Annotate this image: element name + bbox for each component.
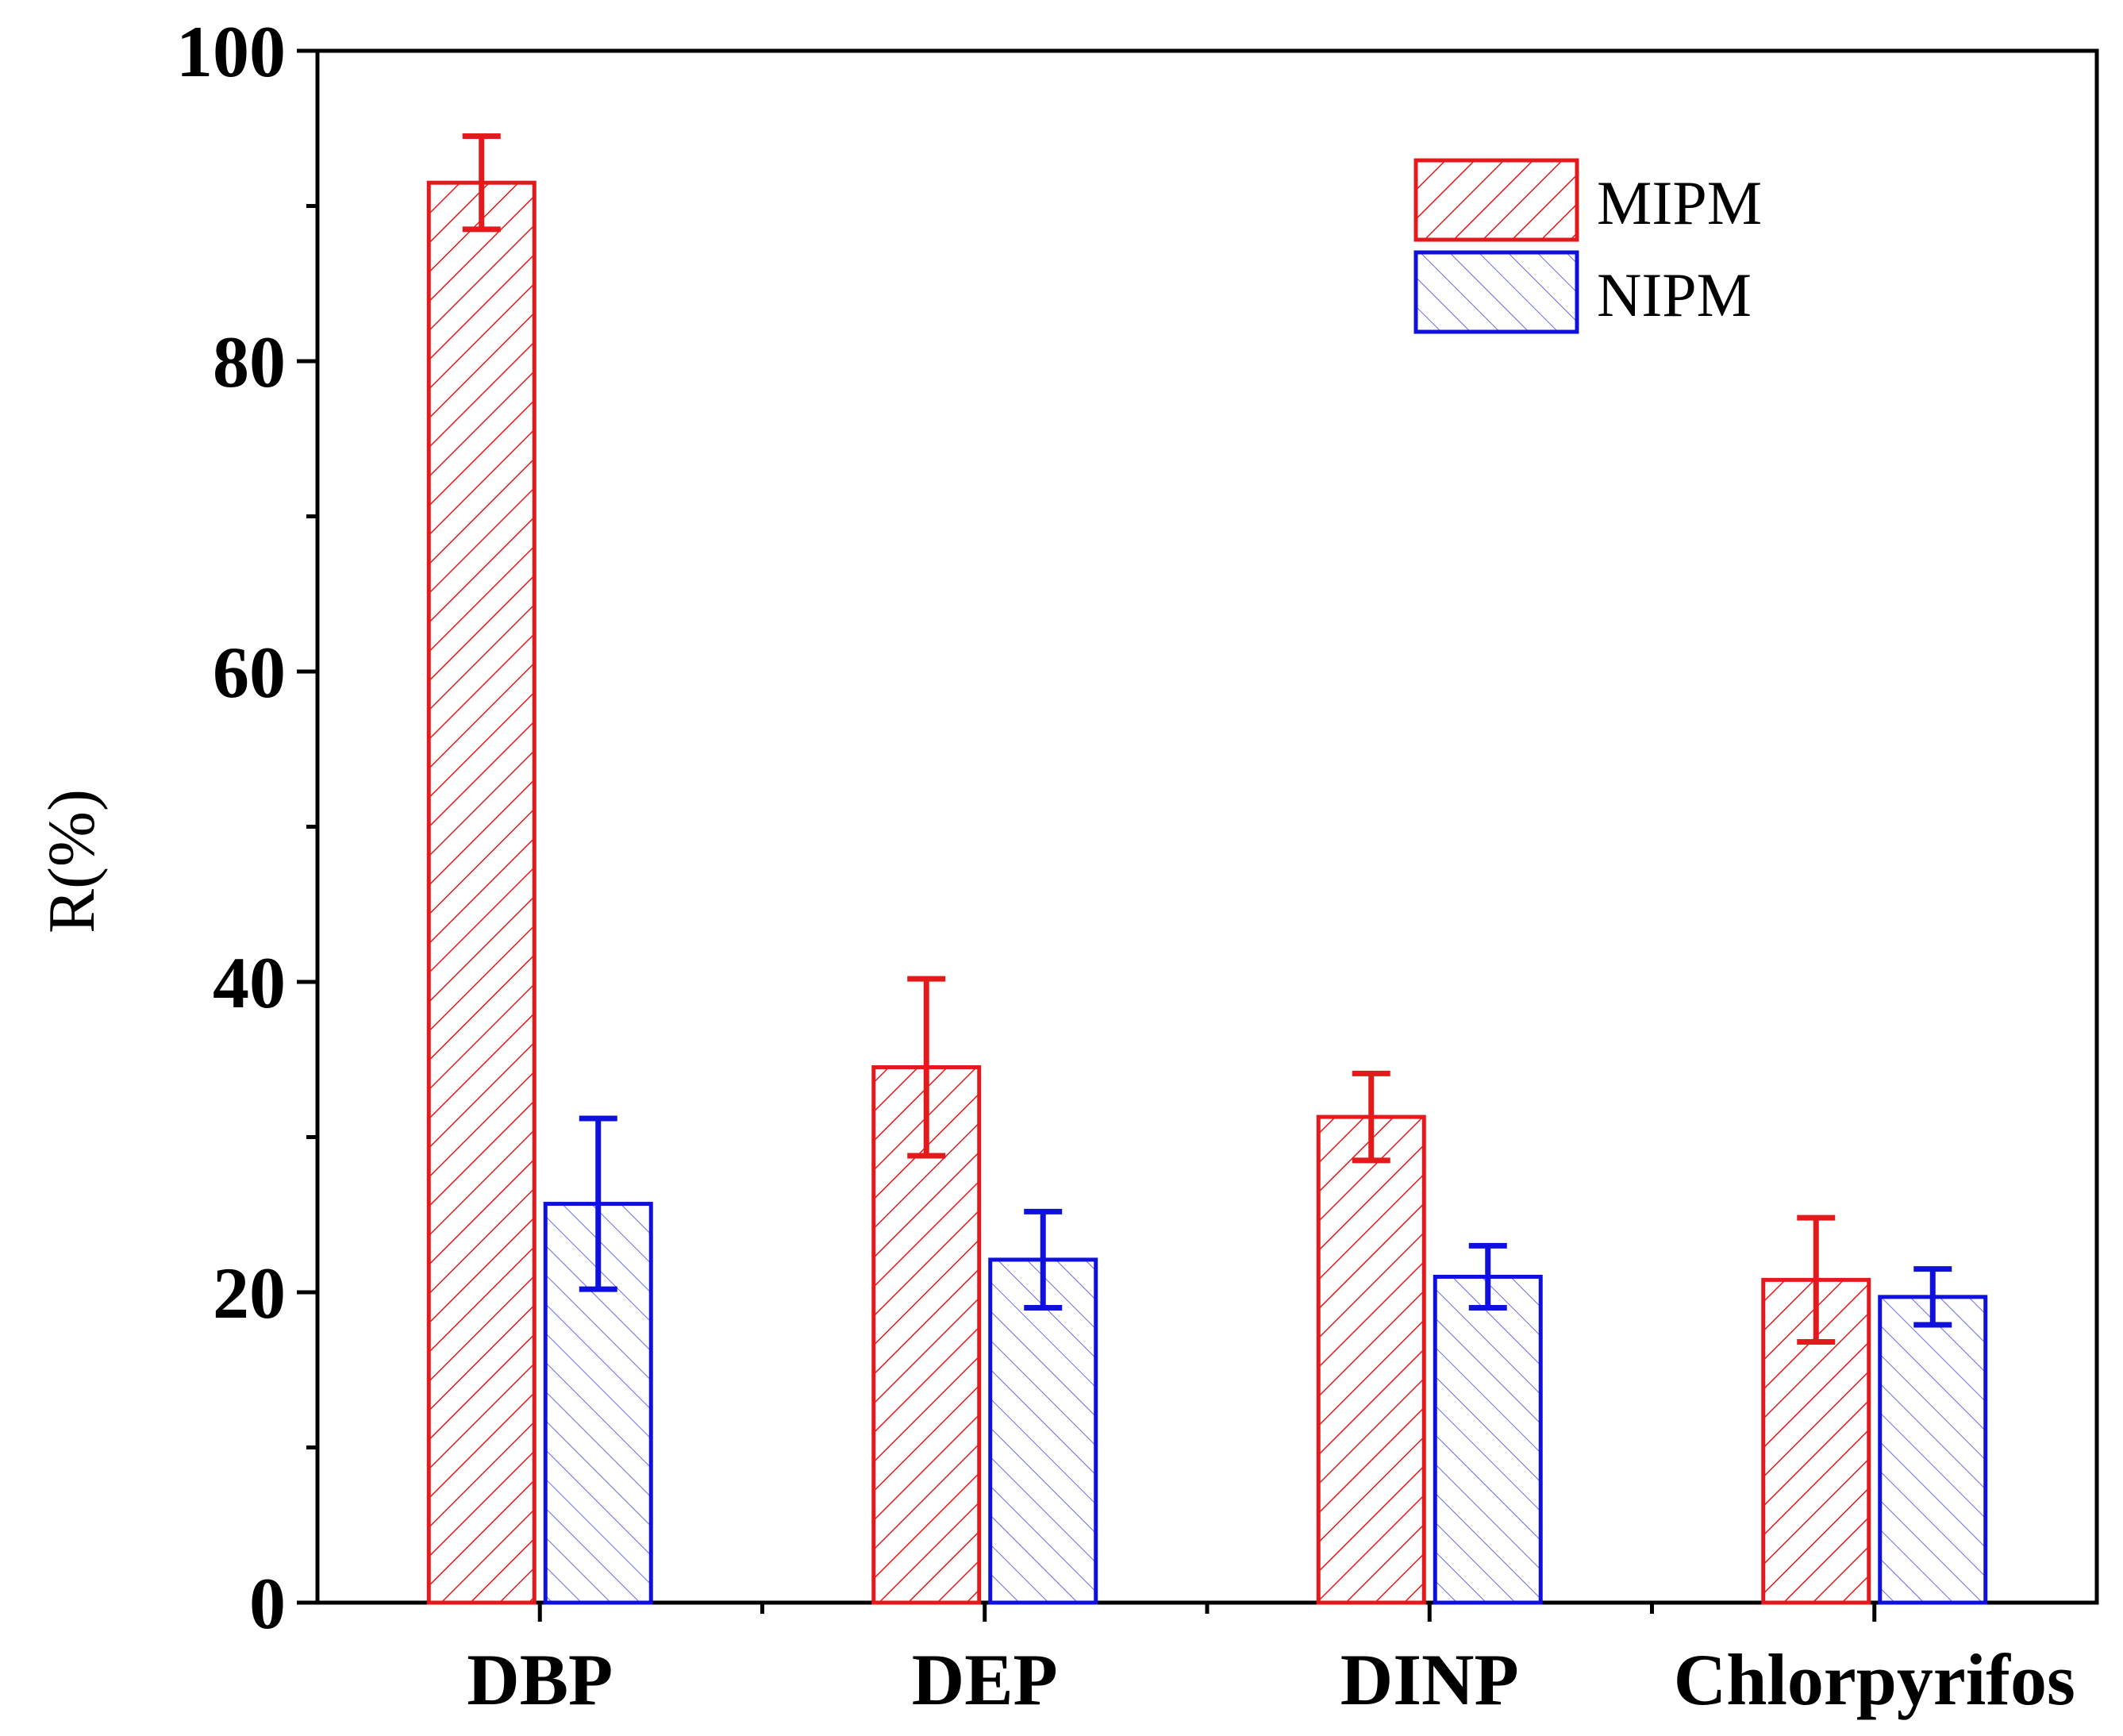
x-axis: DBP DEP DINP Chlorpyrifos xyxy=(467,1603,2075,1720)
y-tick-label-100: 100 xyxy=(176,11,286,92)
error-bars-layer xyxy=(462,133,1952,1345)
y-tick-label-80: 80 xyxy=(213,321,286,402)
y-tick-label-60: 60 xyxy=(213,632,286,713)
error-bar-nipm-dinp xyxy=(1468,1242,1507,1311)
y-axis-title: R(%) xyxy=(35,789,109,933)
legend-label-nipm: NIPM xyxy=(1597,260,1752,329)
x-tick-label-chlorpyrifos: Chlorpyrifos xyxy=(1674,1639,2075,1720)
y-tick-label-20: 20 xyxy=(213,1253,286,1334)
error-bar-nipm-dep xyxy=(1024,1208,1063,1311)
bar-nipm-chlorpyrifos xyxy=(1878,1295,1988,1605)
error-bar-mipm-dep xyxy=(907,976,946,1159)
legend-label-mipm: MIPM xyxy=(1597,168,1762,237)
error-bar-nipm-chlorpyrifos xyxy=(1913,1266,1952,1328)
y-tick-label-0: 0 xyxy=(249,1563,286,1644)
bars-layer xyxy=(426,180,1988,1605)
legend: MIPM NIPM xyxy=(1413,158,1762,334)
error-bar-mipm-chlorpyrifos xyxy=(1797,1214,1836,1345)
legend-swatch-mipm xyxy=(1413,158,1579,242)
x-tick-label-dbp: DBP xyxy=(467,1639,613,1720)
bar-nipm-dinp xyxy=(1433,1274,1543,1605)
legend-swatch-nipm xyxy=(1413,250,1579,334)
error-bar-mipm-dbp xyxy=(462,133,501,233)
error-bar-nipm-dbp xyxy=(579,1115,617,1292)
error-bar-mipm-dinp xyxy=(1352,1070,1390,1164)
bar-mipm-dbp xyxy=(426,180,537,1605)
x-tick-label-dep: DEP xyxy=(912,1639,1058,1720)
y-axis: 0 20 40 60 80 100 xyxy=(176,11,317,1644)
bar-nipm-dep xyxy=(988,1257,1098,1605)
y-tick-label-40: 40 xyxy=(213,942,286,1023)
bar-mipm-dinp xyxy=(1316,1114,1426,1605)
x-tick-label-dinp: DINP xyxy=(1340,1639,1519,1720)
